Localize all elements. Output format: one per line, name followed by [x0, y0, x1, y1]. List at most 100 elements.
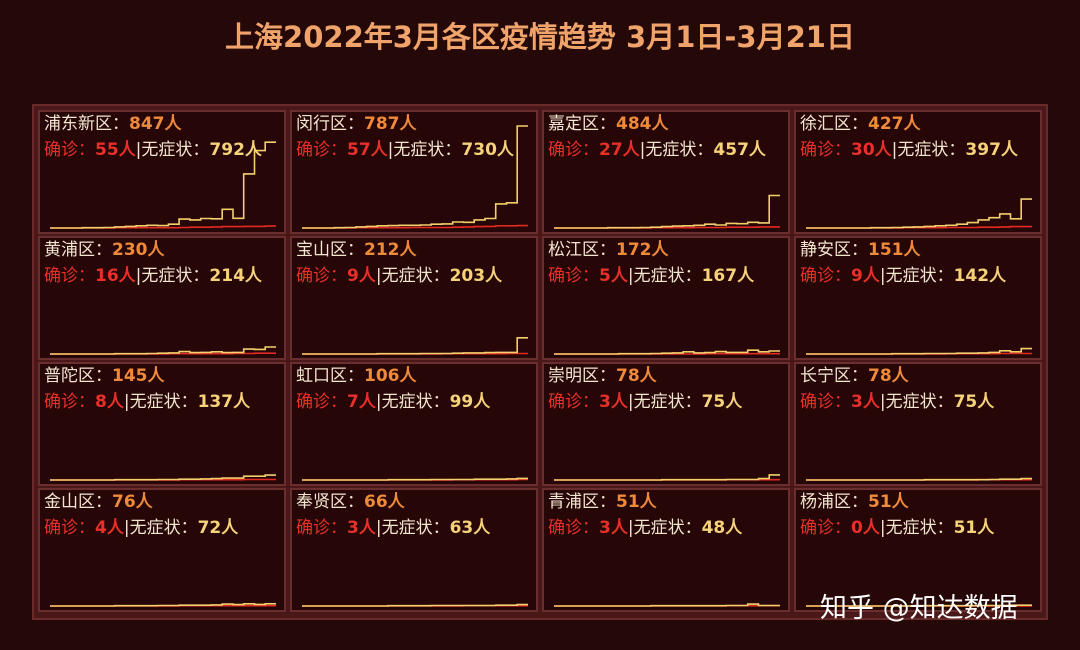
total-value: 787人 [364, 114, 417, 134]
panel-header: 青浦区：51人 [548, 492, 657, 512]
separator: | [639, 140, 646, 160]
asymptomatic-line [806, 198, 1032, 229]
page-title: 上海2022年3月各区疫情趋势 3月1日-3月21日 [225, 20, 855, 54]
panel-header: 宝山区：212人 [296, 240, 417, 260]
separator: | [879, 518, 886, 538]
district-panel: 崇明区：78人确诊：3人|无症状：75人 [542, 362, 790, 486]
panel-header: 徐汇区：427人 [800, 114, 921, 134]
sparkline-chart [806, 477, 1032, 481]
sparkline-chart [50, 346, 276, 355]
sparkline-chart [50, 603, 276, 607]
total-value: 78人 [616, 366, 657, 386]
panel-breakdown: 确诊：57人|无症状：730人 [296, 140, 514, 160]
panel-breakdown: 确诊：55人|无症状：792人 [44, 140, 262, 160]
district-name: 松江区 [548, 240, 599, 260]
asymptomatic-line [554, 474, 780, 481]
panel-header: 长宁区：78人 [800, 366, 909, 386]
separator: | [891, 140, 898, 160]
confirmed-value: 16人 [95, 266, 136, 286]
confirmed-value: 3人 [851, 392, 880, 412]
asymptomatic-value: 72人 [197, 518, 239, 538]
asymptomatic-value: 730人 [461, 140, 514, 160]
panel-breakdown: 确诊：3人|无症状：75人 [548, 392, 742, 412]
panel-breakdown: 确诊：3人|无症状：48人 [548, 518, 742, 538]
panel-header: 崇明区：78人 [548, 366, 657, 386]
separator: | [627, 392, 634, 412]
asymptomatic-line [302, 603, 528, 607]
confirmed-label: 确诊： [800, 392, 851, 412]
confirmed-label: 确诊： [44, 392, 95, 412]
district-name: 嘉定区 [548, 114, 599, 134]
confirmed-value: 0人 [851, 518, 880, 538]
district-name: 徐汇区 [800, 114, 851, 134]
separator: | [627, 518, 634, 538]
confirmed-value: 9人 [851, 266, 880, 286]
total-value: 847人 [129, 114, 182, 134]
sparkline-chart [806, 198, 1032, 229]
separator: | [135, 266, 142, 286]
asymptomatic-label: 无症状： [897, 140, 966, 160]
sparkline-chart [302, 337, 528, 355]
asymptomatic-line [554, 194, 780, 229]
asymptomatic-label: 无症状： [645, 140, 714, 160]
asymptomatic-line [50, 474, 276, 481]
asymptomatic-value: 99人 [449, 392, 491, 412]
district-panel: 虹口区：106人 确诊：7人|无症状：99人 [290, 362, 538, 486]
asymptomatic-line [302, 337, 528, 355]
asymptomatic-line [806, 477, 1032, 481]
total-value: 151人 [868, 240, 921, 260]
district-panel: 普陀区：145人 确诊：8人|无症状：137人 [38, 362, 286, 486]
district-panel: 杨浦区：51人 确诊：0人|无症状：51人 [794, 488, 1042, 612]
sparkline-chart [554, 349, 780, 355]
sparkline-chart [50, 474, 276, 481]
total-value: 51人 [616, 492, 657, 512]
district-panel: 青浦区：51人确诊：3人|无症状：48人 [542, 488, 790, 612]
district-name: 奉贤区 [296, 492, 347, 512]
colon-label: ： [95, 492, 112, 512]
asymptomatic-line [554, 603, 780, 607]
district-panel: 闵行区：787人确诊：57人|无症状：730人 [290, 110, 538, 234]
confirmed-value: 5人 [599, 266, 628, 286]
confirmed-value: 3人 [599, 518, 628, 538]
sparkline-chart [554, 603, 780, 607]
colon-label: ： [599, 492, 616, 512]
total-value: 76人 [112, 492, 153, 512]
confirmed-label: 确诊： [548, 518, 599, 538]
panel-breakdown: 确诊：9人|无症状：142人 [800, 266, 1006, 286]
confirmed-label: 确诊： [800, 518, 851, 538]
colon-label: ： [347, 366, 364, 386]
colon-label: ： [599, 366, 616, 386]
asymptomatic-label: 无症状： [129, 392, 198, 412]
asymptomatic-label: 无症状： [885, 392, 954, 412]
asymptomatic-label: 无症状： [885, 266, 954, 286]
confirmed-value: 8人 [95, 392, 124, 412]
asymptomatic-label: 无症状： [129, 518, 198, 538]
asymptomatic-value: 214人 [209, 266, 262, 286]
asymptomatic-value: 51人 [953, 518, 995, 538]
panel-breakdown: 确诊：8人|无症状：137人 [44, 392, 250, 412]
asymptomatic-label: 无症状： [381, 518, 450, 538]
sparkline-chart [806, 604, 1032, 607]
asymptomatic-line [50, 141, 276, 229]
asymptomatic-value: 75人 [953, 392, 995, 412]
total-value: 427人 [868, 114, 921, 134]
confirmed-label: 确诊： [44, 266, 95, 286]
asymptomatic-line [806, 604, 1032, 607]
district-panel: 静安区：151人 确诊：9人|无症状：142人 [794, 236, 1042, 360]
sparkline-chart [554, 194, 780, 229]
total-value: 106人 [364, 366, 417, 386]
colon-label: ： [347, 114, 364, 134]
district-name: 宝山区 [296, 240, 347, 260]
confirmed-value: 3人 [347, 518, 376, 538]
district-name: 闵行区 [296, 114, 347, 134]
confirmed-value: 4人 [95, 518, 124, 538]
separator: | [375, 266, 382, 286]
panel-frame: 浦东新区：847人 确诊：55人|无症状：792人 闵行区：787人 确诊：57人|无… [32, 104, 1048, 620]
district-name: 长宁区 [800, 366, 851, 386]
confirmed-label: 确诊： [548, 140, 599, 160]
separator: | [123, 518, 130, 538]
asymptomatic-label: 无症状： [141, 266, 210, 286]
sparkline-chart [302, 125, 528, 229]
asymptomatic-line [806, 347, 1032, 355]
panel-header: 金山区：76人 [44, 492, 153, 512]
